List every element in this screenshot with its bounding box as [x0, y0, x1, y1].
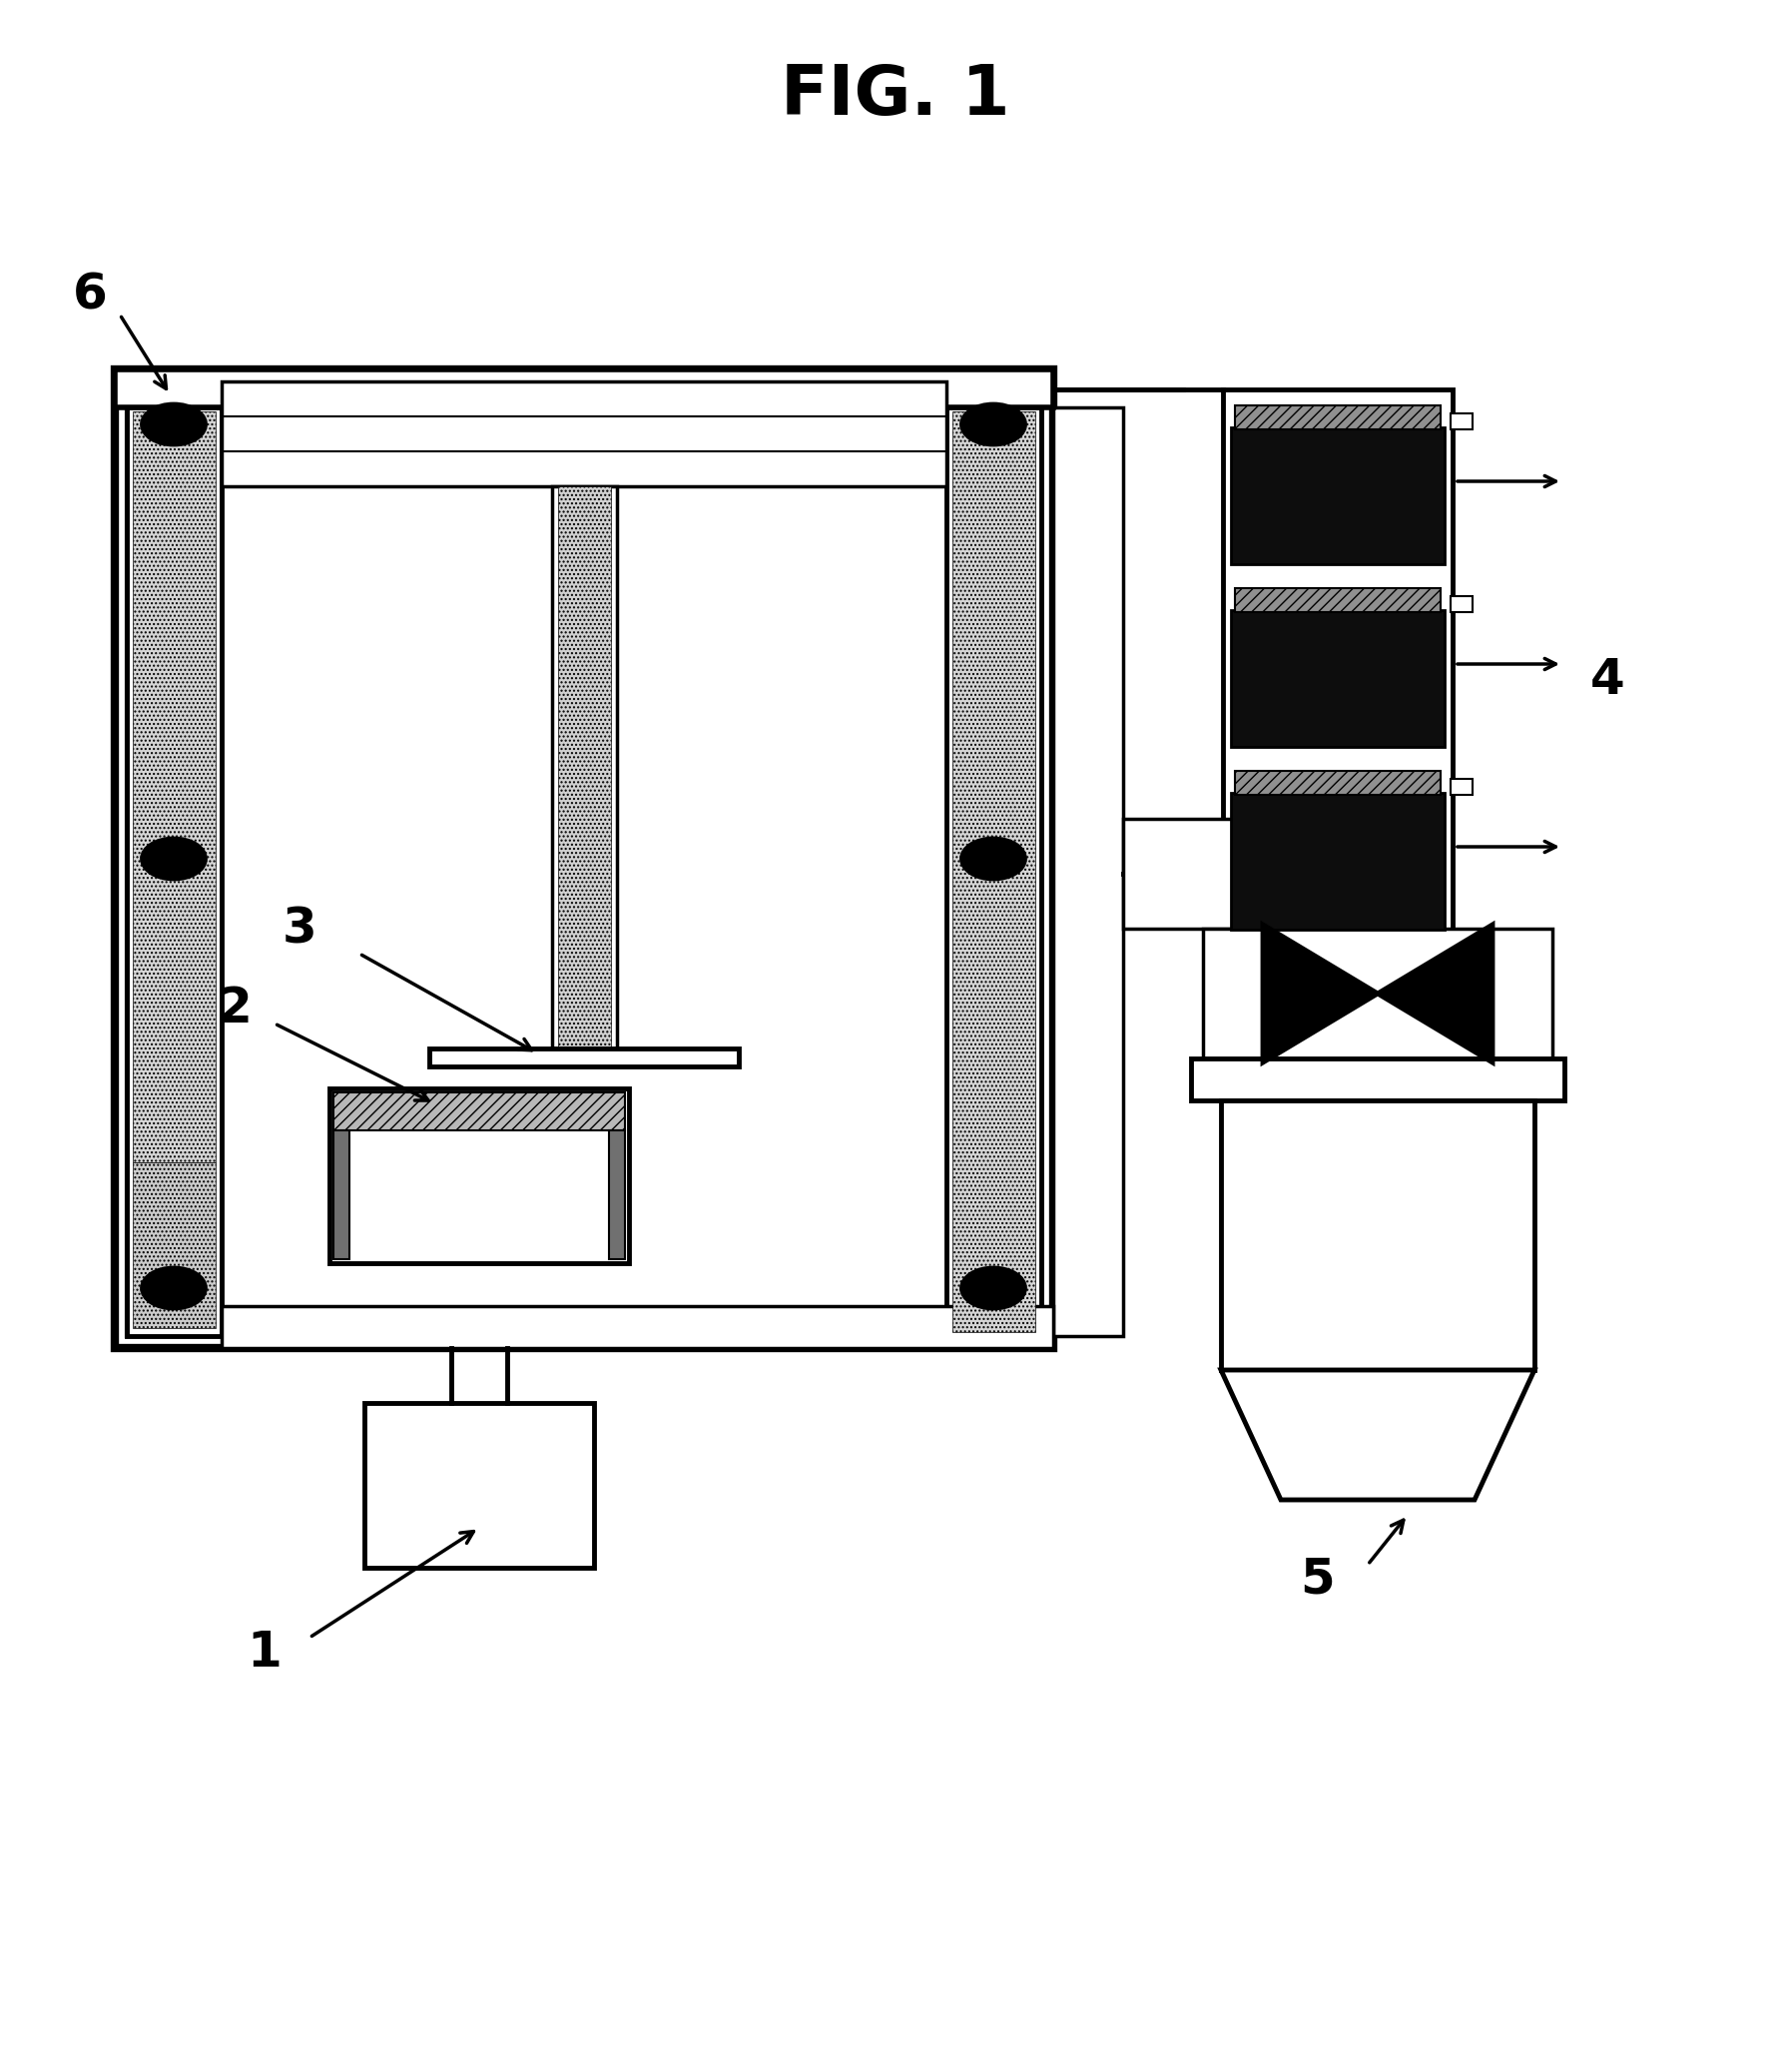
- Bar: [1192, 1059, 1564, 1101]
- Text: 2: 2: [217, 985, 253, 1032]
- Bar: [222, 381, 946, 486]
- Bar: [1222, 389, 1453, 1008]
- Bar: [609, 1130, 625, 1260]
- Bar: [1124, 819, 1317, 929]
- Bar: [1231, 792, 1444, 929]
- Polygon shape: [1263, 925, 1378, 1063]
- Bar: [333, 1092, 625, 1130]
- Text: 4: 4: [1590, 656, 1625, 703]
- Text: 6: 6: [72, 271, 108, 319]
- Bar: [115, 370, 1054, 408]
- Text: FIG. 1: FIG. 1: [781, 62, 1011, 128]
- Polygon shape: [1378, 925, 1493, 1063]
- Bar: [222, 1306, 1054, 1349]
- Bar: [115, 370, 1054, 1349]
- Bar: [946, 408, 1041, 1337]
- Bar: [552, 486, 616, 1049]
- Bar: [1231, 428, 1444, 565]
- Ellipse shape: [142, 1266, 206, 1310]
- Ellipse shape: [961, 403, 1025, 445]
- Bar: [557, 486, 611, 1049]
- Bar: [430, 1049, 738, 1066]
- Text: 1: 1: [247, 1628, 281, 1676]
- Bar: [330, 1088, 629, 1264]
- Bar: [1235, 772, 1441, 794]
- Bar: [1450, 414, 1473, 430]
- Bar: [1450, 778, 1473, 794]
- Bar: [1202, 929, 1552, 1059]
- Ellipse shape: [142, 838, 206, 879]
- Ellipse shape: [142, 403, 206, 445]
- Ellipse shape: [961, 838, 1025, 879]
- Polygon shape: [1220, 1370, 1534, 1500]
- Bar: [1231, 610, 1444, 747]
- Bar: [127, 381, 1041, 1337]
- Bar: [1450, 596, 1473, 612]
- Bar: [133, 1163, 215, 1328]
- Bar: [333, 1130, 349, 1260]
- Bar: [133, 412, 215, 1163]
- Text: 3: 3: [281, 904, 317, 952]
- Ellipse shape: [961, 1266, 1025, 1310]
- Bar: [1235, 588, 1441, 612]
- Text: 5: 5: [1301, 1556, 1335, 1603]
- Bar: [364, 1403, 593, 1568]
- Bar: [1220, 1101, 1534, 1370]
- Bar: [127, 408, 222, 1337]
- Bar: [1054, 408, 1124, 1337]
- Bar: [952, 412, 1036, 1332]
- Bar: [1235, 406, 1441, 430]
